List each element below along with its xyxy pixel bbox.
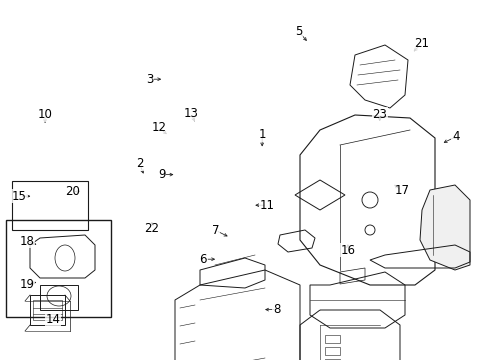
Text: 20: 20: [65, 185, 80, 198]
Text: 12: 12: [152, 121, 167, 134]
Polygon shape: [420, 185, 470, 270]
Text: 6: 6: [199, 253, 207, 266]
Text: 14: 14: [46, 313, 60, 326]
Text: 10: 10: [38, 108, 52, 121]
Text: 9: 9: [158, 168, 166, 181]
Text: 1: 1: [258, 129, 266, 141]
Bar: [6, 220, 111, 317]
Text: 3: 3: [146, 73, 153, 86]
Text: 11: 11: [260, 199, 274, 212]
Bar: [12, 181, 88, 230]
Text: 22: 22: [145, 222, 159, 235]
Text: 23: 23: [372, 108, 387, 121]
Text: 4: 4: [452, 130, 460, 143]
Text: 18: 18: [20, 235, 34, 248]
Text: 16: 16: [341, 244, 355, 257]
Text: 19: 19: [20, 278, 34, 291]
Text: 8: 8: [273, 303, 281, 316]
Text: 17: 17: [394, 184, 409, 197]
Text: 7: 7: [212, 224, 220, 237]
Text: 15: 15: [12, 190, 27, 203]
Text: 5: 5: [295, 25, 303, 38]
Text: 2: 2: [136, 157, 144, 170]
Text: 13: 13: [184, 107, 198, 120]
Text: 21: 21: [414, 37, 429, 50]
